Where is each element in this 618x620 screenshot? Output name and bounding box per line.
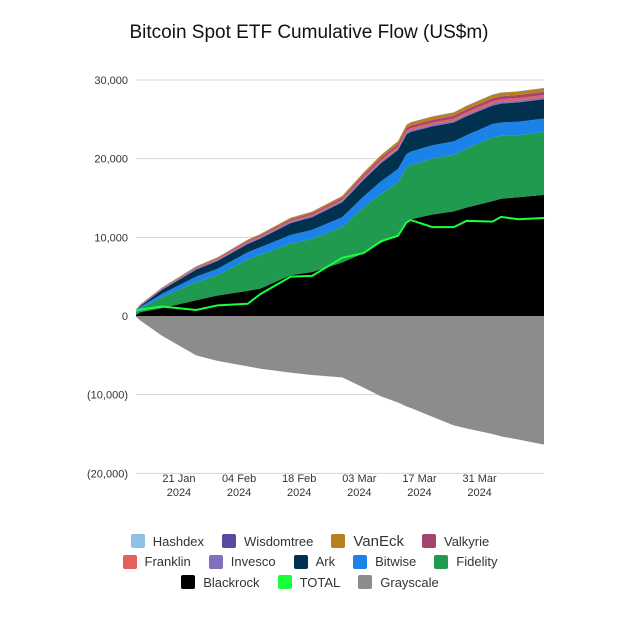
legend-label: VanEck: [353, 532, 404, 550]
legend-swatch: [122, 554, 137, 569]
legend-item-vaneck: VanEck: [331, 533, 404, 550]
legend-label: Wisdomtree: [244, 533, 314, 549]
x-tick-label: 17 Mar: [402, 473, 437, 485]
area-valkyrie: [136, 91, 544, 310]
chart-title: Bitcoin Spot ETF Cumulative Flow (US$m): [129, 22, 489, 43]
y-tick-label: 30,000: [94, 75, 128, 87]
y-tick-label: (20,000): [87, 468, 128, 480]
legend-item-ark: Ark: [293, 554, 336, 570]
y-tick-label: (10,000): [87, 390, 128, 402]
legend-swatch: [277, 575, 292, 590]
legend-item-franklin: Franklin: [122, 554, 191, 570]
legend-item-grayscale: Grayscale: [358, 575, 439, 590]
legend-item-bitwise: Bitwise: [353, 554, 416, 569]
legend-swatch: [421, 534, 436, 549]
legend-swatch: [434, 554, 449, 569]
legend-swatch: [222, 534, 237, 549]
x-tick-label: 04 Feb: [222, 473, 256, 485]
line-total: [135, 215, 545, 312]
x-tick-label: 21 Jan: [162, 473, 195, 485]
legend-swatch: [331, 534, 346, 549]
legend-label: Blackrock: [203, 574, 260, 590]
legend-item-blackrock: Blackrock: [181, 574, 260, 590]
legend-label: Invesco: [230, 554, 276, 570]
x-tick-year: 2024: [287, 487, 311, 499]
legend-swatch: [293, 554, 308, 569]
y-tick-label: 10,000: [94, 232, 128, 244]
legend-row: Franklin Invesco Ark Bitwise Fidelity: [60, 552, 560, 573]
x-tick-year: 2024: [467, 487, 491, 499]
legend-label: Fidelity: [456, 554, 498, 570]
x-tick-year: 2024: [227, 487, 251, 499]
x-tick-label: 03 Mar: [342, 473, 377, 485]
legend-swatch: [181, 575, 196, 590]
legend-swatch: [358, 575, 373, 590]
y-tick-label: 0: [122, 311, 128, 323]
legend-label: TOTAL: [299, 574, 341, 590]
area-grayscale: [136, 316, 544, 445]
legend-item-valkyrie: Valkyrie: [421, 533, 490, 549]
x-tick-year: 2024: [347, 487, 371, 499]
legend-label: Franklin: [144, 554, 191, 570]
legend-item-hashdex: Hashdex: [130, 533, 205, 549]
x-tick-year: 2024: [167, 487, 191, 499]
x-tick-label: 18 Feb: [282, 473, 316, 485]
legend-label: Hashdex: [152, 533, 205, 549]
x-tick-year: 2024: [407, 487, 431, 499]
area-vaneck: [136, 88, 544, 310]
legend-item-invesco: Invesco: [208, 554, 276, 570]
x-tick-label: 31 Mar: [462, 473, 497, 485]
y-tick-label: 20,000: [94, 154, 128, 166]
legend-label: Valkyrie: [443, 533, 490, 549]
legend-item-fidelity: Fidelity: [434, 554, 497, 569]
legend-row: Blackrock TOTAL Grayscale: [60, 572, 560, 593]
legend-item-total: TOTAL: [277, 574, 341, 590]
legend-swatch: [130, 534, 145, 549]
legend: Hashdex Wisdomtree VanEck Valkyrie Franklin I…: [60, 531, 560, 593]
legend-row: Hashdex Wisdomtree VanEck Valkyrie: [60, 531, 560, 552]
legend-label: Grayscale: [380, 574, 439, 590]
area-ark: [136, 99, 544, 312]
legend-label: Bitwise: [375, 554, 417, 570]
legend-label: Ark: [315, 554, 336, 570]
legend-swatch: [353, 554, 368, 569]
area-fidelity: [136, 131, 544, 316]
area-blackrock: [136, 194, 544, 316]
legend-swatch: [208, 554, 223, 569]
legend-item-wisdomtree: Wisdomtree: [222, 534, 313, 549]
